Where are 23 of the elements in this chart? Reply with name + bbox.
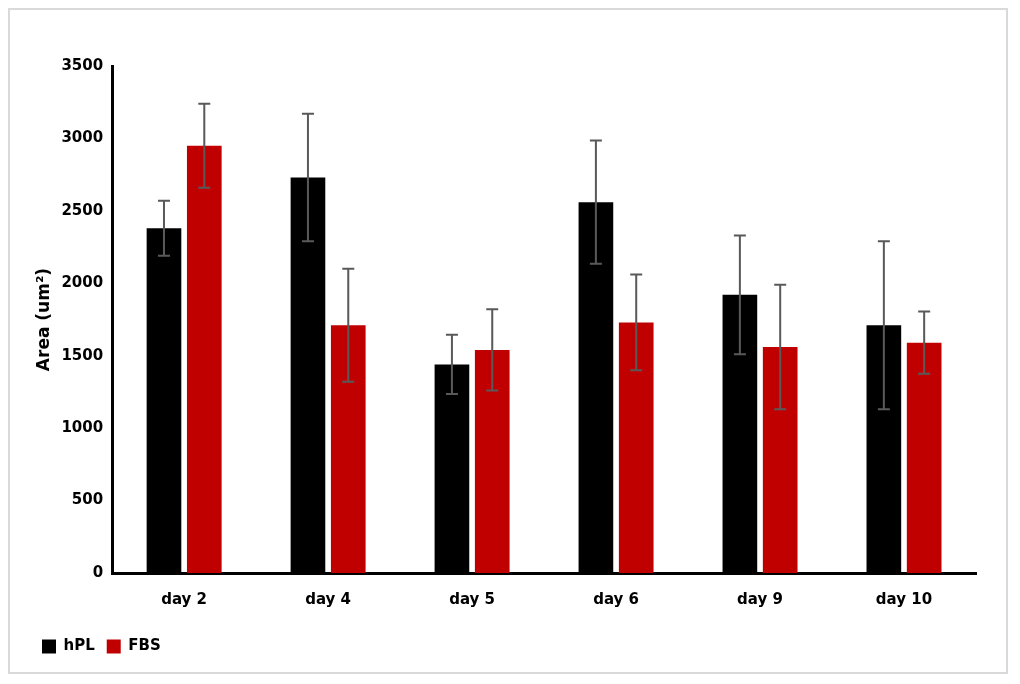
bar bbox=[618, 322, 654, 573]
x-tick-label: day 9 bbox=[737, 589, 783, 608]
y-tick-label: 0 bbox=[92, 562, 104, 581]
y-tick-label: 3500 bbox=[61, 55, 104, 74]
y-tick-label: 2000 bbox=[61, 273, 104, 292]
y-tick-label: 1500 bbox=[61, 345, 104, 364]
y-tick-label: 2500 bbox=[61, 200, 104, 219]
bar bbox=[186, 145, 222, 573]
x-tick-label: day 6 bbox=[593, 589, 639, 608]
y-tick-label: 500 bbox=[71, 490, 104, 509]
x-tick-label: day 2 bbox=[161, 589, 208, 608]
y-axis-title: Area (um²) bbox=[32, 267, 53, 372]
x-tick-label: day 4 bbox=[305, 589, 352, 608]
y-tick-label: 3000 bbox=[61, 128, 104, 147]
x-tick-label: day 10 bbox=[875, 589, 933, 608]
bar bbox=[906, 342, 942, 573]
bar bbox=[762, 347, 798, 573]
bar bbox=[330, 325, 366, 573]
legend-label: hPL bbox=[63, 636, 96, 655]
y-tick-label: 1000 bbox=[61, 418, 104, 437]
legend-label: FBS bbox=[128, 636, 161, 655]
bar bbox=[474, 349, 510, 573]
x-tick-label: day 5 bbox=[449, 589, 496, 608]
